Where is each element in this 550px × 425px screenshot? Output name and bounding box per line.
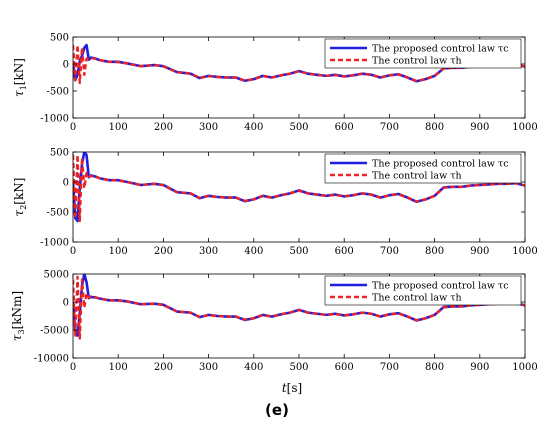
x-tick-label: 200 [154, 362, 173, 373]
y-axis-label: τ1[kN] [12, 58, 28, 97]
y-tick-label: 0 [63, 298, 69, 309]
y-tick-label: -5000 [40, 326, 69, 337]
x-tick-label: 700 [380, 246, 399, 257]
x-tick-label: 400 [244, 122, 263, 133]
chart-panel-2: 0 100 200 300 400 500 600 700 800 900 1000 -1000 -50… [12, 148, 538, 258]
x-tick-label: 400 [244, 246, 263, 257]
series-baseline-line [73, 153, 525, 223]
panel-label: (e) [265, 401, 289, 419]
y-tick-label: -10000 [34, 354, 69, 365]
y-axis-label: τ3[kNm] [10, 291, 26, 341]
x-tick-label: 500 [289, 362, 308, 373]
legend-label-proposed: The proposed control law τc [372, 281, 509, 292]
x-tick-label: 500 [289, 122, 308, 133]
series-baseline-line [73, 275, 525, 340]
x-tick-label: 300 [199, 362, 218, 373]
y-tick-label: -1000 [40, 114, 69, 125]
x-tick-label: 700 [380, 122, 399, 133]
y-tick-label: 500 [50, 148, 69, 159]
x-tick-label: 0 [70, 246, 76, 257]
x-tick-label: 200 [154, 246, 173, 257]
x-tick-label: 1000 [512, 362, 537, 373]
chart-panel-1: 0 100 200 300 400 500 600 700 800 900 1000 -1000 -50… [12, 33, 538, 134]
x-tick-label: 100 [109, 362, 128, 373]
x-tick-label: 800 [425, 122, 444, 133]
x-tick-label: 1000 [512, 246, 537, 257]
y-tick-label: -500 [47, 87, 69, 98]
x-tick-label: 600 [335, 246, 354, 257]
legend-label-proposed: The proposed control law τc [372, 159, 509, 170]
x-tick-label: 800 [425, 362, 444, 373]
x-tick-label: 300 [199, 122, 218, 133]
x-tick-label: 700 [380, 362, 399, 373]
legend-label-baseline: The control law τh [372, 293, 462, 304]
x-tick-label: 800 [425, 246, 444, 257]
x-tick-label: 300 [199, 246, 218, 257]
x-tick-label: 900 [470, 362, 489, 373]
x-tick-label: 500 [289, 246, 308, 257]
x-tick-label: 1000 [512, 122, 537, 133]
x-tick-label: 900 [470, 122, 489, 133]
x-tick-label: 200 [154, 122, 173, 133]
chart-panel-3: 0 100 200 300 400 500 600 700 800 900 1000 -10000 -5… [10, 270, 538, 374]
x-tick-label: 100 [109, 122, 128, 133]
x-tick-label: 900 [470, 246, 489, 257]
y-tick-label: 500 [50, 33, 69, 44]
y-tick-label: 5000 [44, 270, 69, 281]
y-axis-label: τ2[kN] [12, 178, 28, 217]
series-baseline-line [73, 43, 525, 85]
x-tick-label: 600 [335, 362, 354, 373]
y-tick-label: -500 [47, 208, 69, 219]
legend-label-proposed: The proposed control law τc [372, 44, 509, 55]
legend-label-baseline: The control law τh [372, 171, 462, 182]
x-tick-label: 0 [70, 122, 76, 133]
x-tick-label: 100 [109, 246, 128, 257]
y-tick-label: 0 [63, 178, 69, 189]
y-tick-label: -1000 [40, 238, 69, 249]
x-axis-label: t[s] [282, 381, 302, 395]
x-tick-label: 600 [335, 122, 354, 133]
y-tick-label: 0 [63, 60, 69, 71]
x-tick-label: 0 [70, 362, 76, 373]
legend-label-baseline: The control law τh [372, 56, 462, 67]
x-tick-label: 400 [244, 362, 263, 373]
